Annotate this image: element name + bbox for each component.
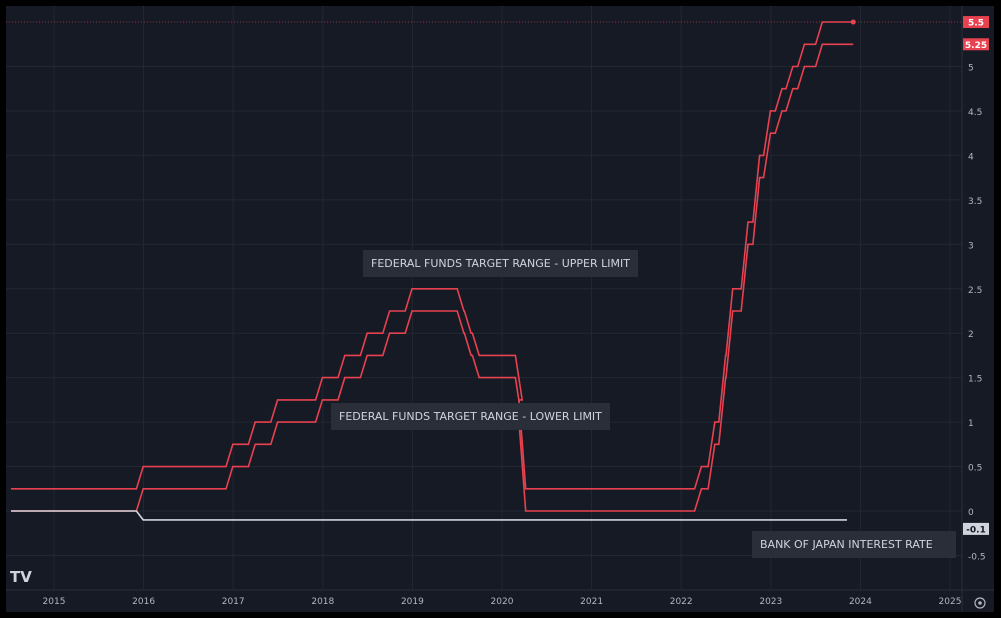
y-tick-label: 1 (968, 419, 974, 429)
series-line-0 (11, 21, 854, 490)
y-tick-label: -0.5 (968, 552, 986, 562)
y-tick-label: 0.5 (968, 464, 982, 474)
boj-label: BANK OF JAPAN INTEREST RATE (752, 531, 956, 558)
x-tick-label: 2015 (43, 597, 66, 607)
series-line-2 (11, 510, 847, 521)
x-tick-label: 2023 (759, 597, 782, 607)
y-tick-label: 1.5 (968, 375, 982, 385)
y-tick-label: 0 (968, 508, 974, 518)
y-tick-label: 3.5 (968, 197, 982, 207)
x-tick-label: 2017 (222, 597, 245, 607)
upper-limit-label: FEDERAL FUNDS TARGET RANGE - UPPER LIMIT (363, 250, 638, 277)
x-tick-label: 2021 (580, 597, 603, 607)
x-tick-label: 2020 (491, 597, 514, 607)
gear-icon[interactable] (974, 597, 986, 609)
last-value-tag (963, 38, 989, 51)
y-tick-label: 5 (968, 64, 974, 74)
last-value-tag-text: 5.25 (965, 41, 987, 51)
y-tick-label: 4.5 (968, 108, 982, 118)
x-tick-label: 2024 (849, 597, 872, 607)
chart-container[interactable]: 5 4.5 4 3.5 3 2.5 2 1.5 1 0.5 0 -0.5 2015 2016 2017 201… (6, 6, 994, 612)
last-value-tag (963, 522, 989, 535)
last-value-tag (963, 16, 989, 29)
y-tick-label: 3 (968, 241, 974, 251)
x-tick-label: 2022 (670, 597, 693, 607)
series-line-1 (11, 43, 854, 512)
chart-svg[interactable]: 5 4.5 4 3.5 3 2.5 2 1.5 1 0.5 0 -0.5 2015 2016 2017 201… (6, 6, 994, 612)
gear-icon-inner (978, 601, 982, 605)
last-value-tag-text: -0.1 (966, 525, 986, 535)
y-tick-label: 4 (968, 152, 974, 162)
y-tick-label: 2 (968, 330, 974, 340)
tradingview-logo: TV (10, 568, 32, 586)
last-value-tag-text: 5.5 (968, 19, 984, 29)
lower-limit-label: FEDERAL FUNDS TARGET RANGE - LOWER LIMIT (331, 403, 610, 430)
last-point-marker (850, 19, 856, 25)
x-tick-label: 2019 (401, 597, 424, 607)
y-tick-label: 2.5 (968, 286, 982, 296)
x-tick-label: 2016 (132, 597, 155, 607)
x-tick-label: 2018 (311, 597, 334, 607)
gear-icon-outer (974, 597, 986, 609)
x-tick-label: 2025 (939, 597, 962, 607)
